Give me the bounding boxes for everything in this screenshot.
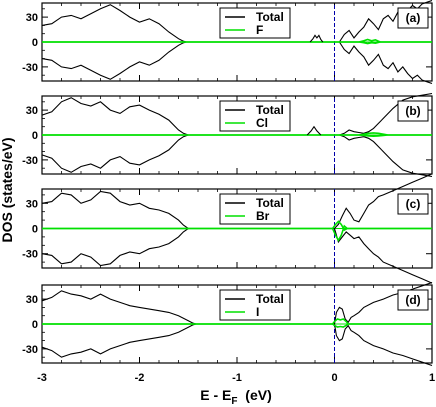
panel-label-box — [397, 289, 429, 311]
y-tick-label: -30 — [22, 62, 38, 74]
x-tick-label: -3 — [37, 372, 47, 384]
panel-label: (b) — [397, 100, 429, 122]
x-tick-label: 1 — [429, 372, 435, 384]
y-tick-label: 0 — [32, 37, 38, 49]
x-tick-label: 0 — [331, 372, 337, 384]
x-axis-label-main: E - E — [200, 387, 231, 403]
panel-label: (a) — [397, 7, 429, 29]
pdos-f-mirror — [42, 41, 432, 45]
y-tick-label: 30 — [26, 294, 38, 306]
panel-label-box — [397, 193, 429, 215]
y-tick-label: 30 — [26, 198, 38, 210]
x-axis-label-unit: (eV) — [238, 387, 272, 403]
legend-label: Total — [256, 196, 284, 210]
y-tick-label: 0 — [32, 224, 38, 236]
panel-label: (d) — [397, 289, 429, 311]
legend-label: Br — [256, 209, 270, 223]
panel-label-box — [397, 7, 429, 29]
x-axis-label: E - EF (eV) — [200, 387, 271, 407]
legend-box — [219, 7, 291, 39]
total-dos-lower — [41, 134, 433, 178]
y-tick-label: -30 — [22, 155, 38, 167]
total-dos-lower — [41, 41, 433, 85]
total-dos-peak — [309, 34, 324, 43]
x-tick-label: -1 — [232, 372, 242, 384]
legend-box — [219, 100, 291, 132]
panel-label: (c) — [397, 193, 429, 215]
pdos-i-line — [42, 318, 432, 325]
x-axis-label-subscript: F — [231, 396, 237, 407]
y-tick-label: 30 — [26, 12, 38, 24]
legend-box — [219, 193, 291, 225]
legend-label: Total — [256, 292, 284, 306]
panel-label-text: (c) — [406, 197, 421, 211]
legend-label: Total — [256, 10, 284, 24]
y-tick-label: -30 — [22, 249, 38, 261]
y-tick-label: 30 — [26, 105, 38, 117]
legend-label: I — [256, 305, 259, 319]
panel-label-text: (a) — [406, 11, 421, 25]
panel-label-text: (d) — [405, 293, 420, 307]
legend-label: F — [256, 23, 263, 37]
y-axis-label: DOS (states/eV) — [0, 137, 15, 242]
legend-label: Cl — [256, 116, 268, 130]
total-dos-lower — [41, 227, 433, 284]
pdos-cl-mirror — [42, 134, 432, 138]
y-tick-label: 0 — [32, 130, 38, 142]
x-tick-label: -2 — [135, 372, 145, 384]
panel-label-box — [397, 100, 429, 122]
pdos-i-mirror — [42, 323, 432, 328]
y-tick-label: 0 — [32, 319, 38, 331]
panel-label-text: (b) — [405, 104, 420, 118]
pdos-br-mirror — [42, 220, 432, 232]
total-dos-upper — [41, 92, 433, 136]
legend-box — [219, 289, 291, 321]
total-dos-peak — [306, 125, 322, 136]
legend-label: Total — [256, 103, 284, 117]
y-tick-label: -30 — [22, 344, 38, 356]
